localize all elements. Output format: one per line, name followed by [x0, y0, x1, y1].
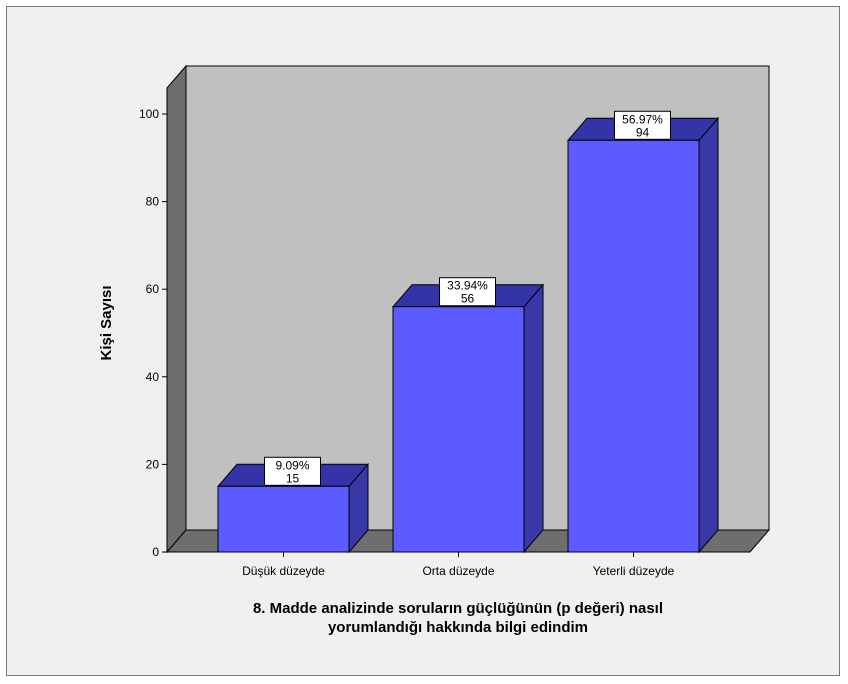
y-axis-title: Kişi Sayısı — [98, 285, 115, 360]
data-label-1: 9.09%15 — [264, 456, 321, 486]
data-labels: 9.09%15 33.94%56 56.97%94 — [264, 110, 671, 486]
y-ticks: 0 20 40 60 80 100 — [139, 107, 167, 559]
data-label-percent: 33.94% — [447, 279, 488, 293]
bar-front — [217, 485, 350, 553]
bar-1 — [216, 462, 370, 554]
data-label-count: 94 — [636, 125, 650, 139]
data-label-box — [439, 277, 496, 307]
data-label-box — [614, 110, 671, 140]
x-tick-label: Yeterli düzeyde — [593, 564, 675, 578]
x-tick-label: Orta düzeyde — [422, 564, 494, 578]
y-tick-label: 80 — [146, 195, 160, 209]
data-label-3: 56.97%94 — [614, 110, 671, 140]
left-wall — [166, 64, 187, 554]
data-label-percent: 56.97% — [622, 112, 663, 126]
data-label-count: 56 — [461, 292, 475, 306]
bar-side — [698, 116, 719, 554]
bar-front — [567, 139, 700, 553]
bar-2 — [391, 283, 545, 554]
bars — [216, 116, 720, 554]
data-label-2: 33.94%56 — [439, 277, 496, 307]
data-label-percent: 9.09% — [275, 458, 309, 472]
bar-side — [523, 283, 544, 554]
data-label-count: 15 — [286, 471, 300, 485]
category-labels: Düşük düzeyde Orta düzeyde Yeterli düzeyde — [242, 552, 675, 578]
data-label-box — [264, 456, 321, 486]
x-axis-title-line2: yorumlandığı hakkında bilgi edindim — [328, 619, 588, 636]
bar-3 — [566, 116, 720, 554]
y-tick-label: 60 — [146, 282, 160, 296]
y-tick-label: 100 — [139, 107, 159, 121]
bar-front — [392, 306, 525, 553]
y-tick-label: 40 — [146, 370, 160, 384]
x-axis-title-line1: 8. Madde analizinde soruların güçlüğünün… — [253, 600, 663, 617]
y-tick-label: 0 — [152, 545, 159, 559]
y-tick-label: 20 — [146, 457, 160, 471]
x-tick-label: Düşük düzeyde — [242, 564, 325, 578]
